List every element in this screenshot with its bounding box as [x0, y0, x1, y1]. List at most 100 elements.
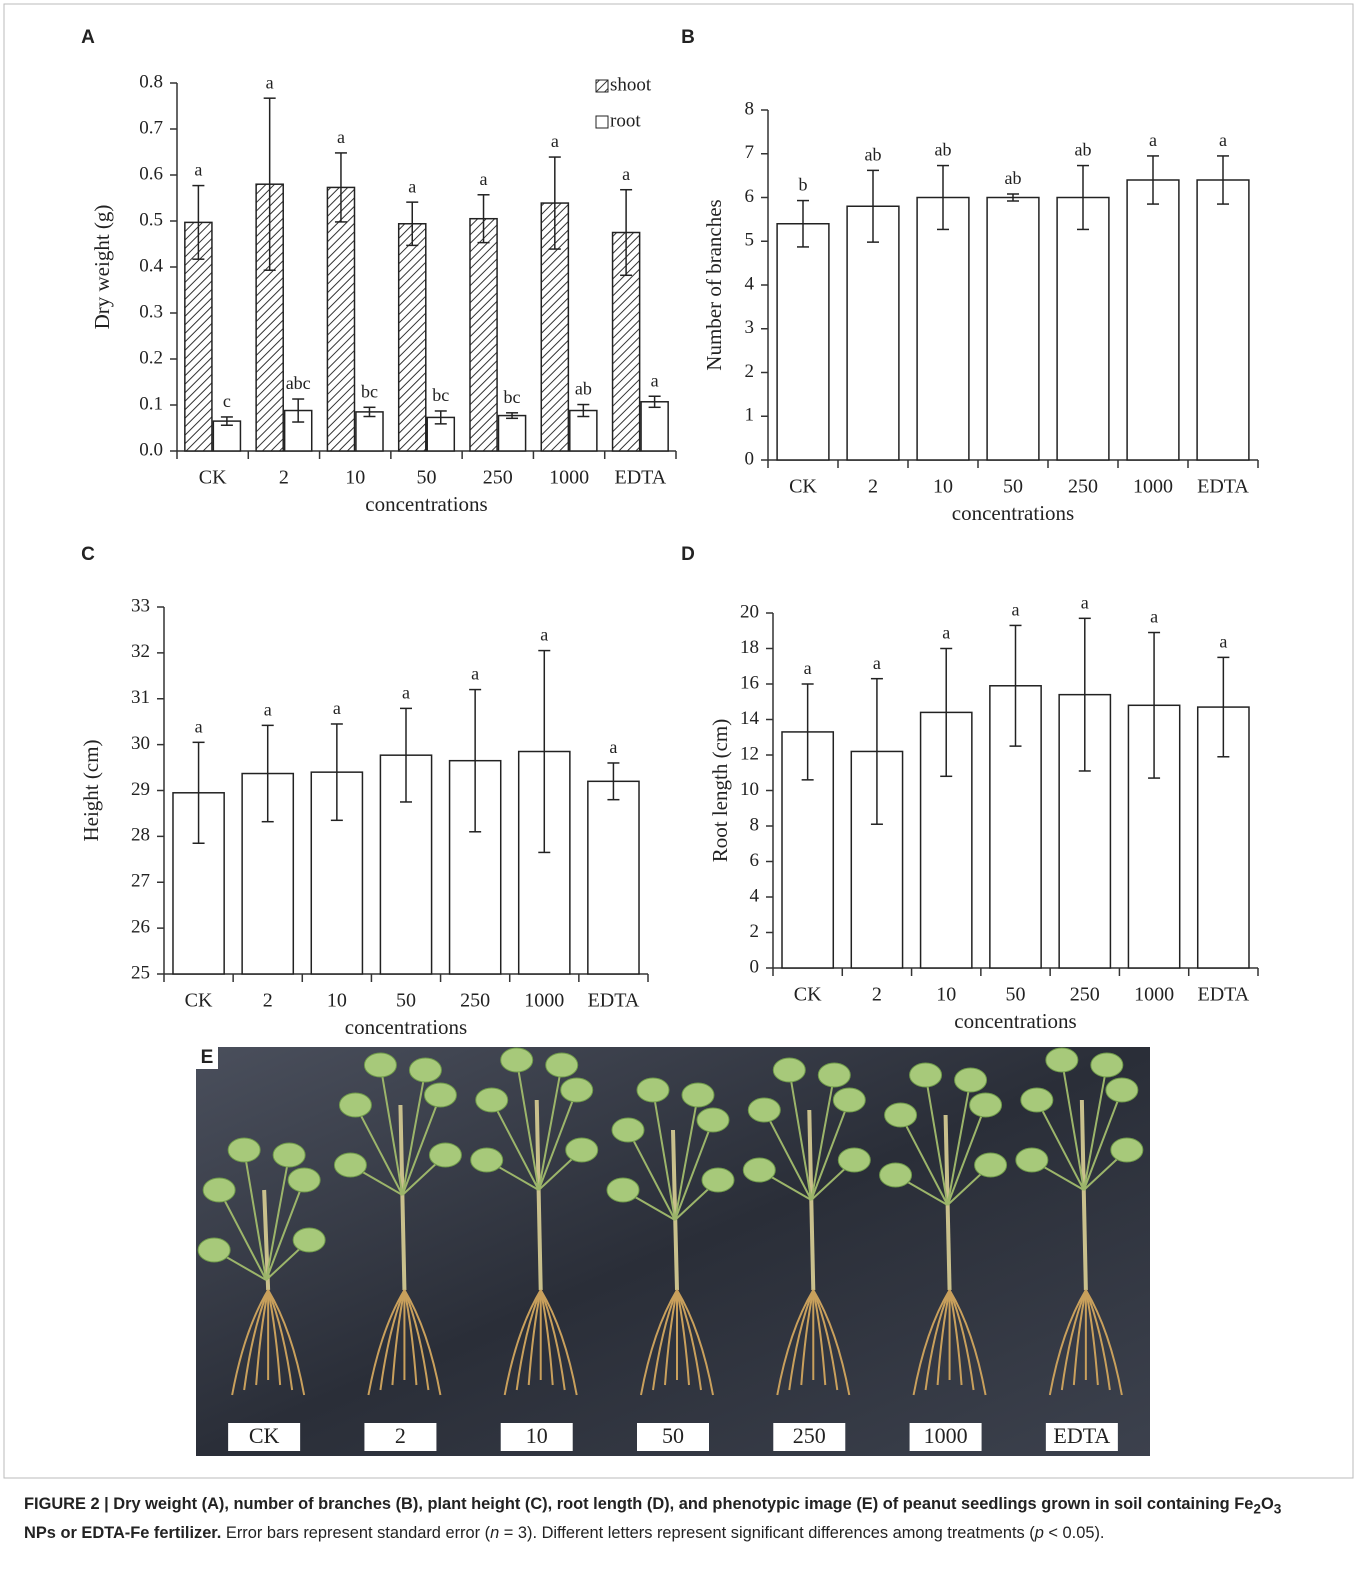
bar	[847, 206, 899, 460]
legend-label: root	[610, 110, 641, 131]
y-axis-label: Root length (cm)	[708, 719, 732, 862]
leaf	[818, 1063, 850, 1087]
y-axis-label: Dry weight (g)	[90, 205, 114, 330]
significance-letter: a	[540, 625, 548, 645]
x-tick-label: 1000	[524, 990, 564, 1012]
leaf	[409, 1058, 441, 1082]
bar	[987, 198, 1039, 461]
significance-letter: a	[1149, 130, 1157, 150]
x-tick-label: 250	[1068, 476, 1098, 498]
y-tick-label: 0.0	[139, 439, 163, 460]
leaf	[293, 1228, 325, 1252]
x-tick-label: 2	[263, 990, 273, 1012]
photo	[196, 1047, 1150, 1456]
significance-letter: a	[471, 664, 479, 684]
y-tick-label: 33	[131, 595, 150, 616]
y-tick-label: 28	[131, 825, 150, 846]
significance-letter: a	[1012, 600, 1020, 620]
x-tick-label: 250	[460, 990, 490, 1012]
y-tick-label: 1	[745, 405, 755, 426]
leaf	[424, 1083, 456, 1107]
leaf	[773, 1058, 805, 1082]
significance-letter: a	[402, 683, 410, 703]
leaf	[198, 1238, 230, 1262]
bar	[641, 402, 668, 451]
y-tick-label: 8	[750, 814, 760, 835]
y-tick-label: 31	[131, 687, 150, 708]
significance-letter: a	[1150, 607, 1158, 627]
caption: FIGURE 2 | Dry weight (A), number of bra…	[24, 1492, 1314, 1545]
x-tick-label: 2	[868, 476, 878, 498]
leaf	[743, 1158, 775, 1182]
caption-text: < 0.05).	[1044, 1524, 1105, 1542]
y-tick-label: 0.1	[139, 393, 163, 414]
photo-tag-label: 1000	[924, 1423, 968, 1448]
significance-letter: b	[799, 175, 808, 195]
leaf	[1111, 1138, 1143, 1162]
leaf	[833, 1088, 865, 1112]
leaf	[748, 1098, 780, 1122]
leaf	[885, 1103, 917, 1127]
bar	[917, 198, 969, 461]
photo-tag-label: 50	[662, 1423, 684, 1448]
x-tick-label: EDTA	[1197, 476, 1249, 498]
leaf	[910, 1063, 942, 1087]
leaf	[970, 1093, 1002, 1117]
x-tick-label: 10	[327, 990, 347, 1012]
caption-text: O	[1261, 1495, 1274, 1513]
significance-letter: a	[1219, 130, 1227, 150]
leaf	[975, 1153, 1007, 1177]
bar	[470, 219, 497, 451]
x-tick-label: 1000	[549, 467, 589, 489]
leaf	[838, 1148, 870, 1172]
panel-label: B	[681, 27, 695, 48]
caption-text: Error bars represent standard error (	[221, 1524, 490, 1542]
panel-label: A	[81, 27, 95, 48]
significance-letter: bc	[504, 387, 521, 407]
significance-letter: a	[264, 699, 272, 719]
leaf	[566, 1138, 598, 1162]
leaf	[880, 1163, 912, 1187]
significance-letter: a	[551, 131, 559, 151]
y-tick-label: 0.6	[139, 163, 163, 184]
leaf	[476, 1088, 508, 1112]
x-tick-label: 50	[417, 467, 437, 489]
significance-letter: a	[266, 72, 274, 92]
caption-italic: n	[490, 1524, 499, 1542]
significance-letter: a	[609, 737, 617, 757]
x-tick-label: EDTA	[614, 467, 666, 489]
x-tick-label: 1000	[1134, 984, 1174, 1006]
significance-letter: a	[942, 623, 950, 643]
bar	[399, 224, 426, 451]
x-tick-label: 50	[396, 990, 416, 1012]
significance-letter: a	[651, 370, 659, 390]
significance-letter: a	[804, 658, 812, 678]
y-tick-label: 0	[750, 956, 760, 977]
bar	[1197, 180, 1249, 460]
legend-swatch	[596, 116, 608, 128]
leaf	[339, 1093, 371, 1117]
photo-tag-label: 250	[793, 1423, 826, 1448]
significance-letter: a	[194, 160, 202, 180]
y-tick-label: 8	[745, 98, 755, 119]
leaf	[471, 1148, 503, 1172]
x-tick-label: 50	[1006, 984, 1026, 1006]
y-tick-label: 14	[740, 708, 760, 729]
panel-label: C	[81, 544, 95, 565]
y-tick-label: 0.5	[139, 209, 163, 230]
leaf	[288, 1168, 320, 1192]
photo-tag-label: 10	[526, 1423, 548, 1448]
x-tick-label: 10	[345, 467, 365, 489]
y-tick-label: 5	[745, 230, 755, 251]
x-tick-label: 2	[279, 467, 289, 489]
significance-letter: ab	[935, 140, 952, 160]
y-tick-label: 7	[745, 142, 755, 163]
photo-tag-label: 2	[395, 1423, 406, 1448]
panel-label: E	[201, 1047, 214, 1068]
caption-sub: 3	[1274, 1501, 1282, 1516]
leaf	[429, 1143, 461, 1167]
y-tick-label: 2	[745, 361, 755, 382]
x-tick-label: CK	[185, 990, 213, 1012]
y-axis-label: Number of branches	[702, 199, 726, 370]
leaf	[203, 1178, 235, 1202]
